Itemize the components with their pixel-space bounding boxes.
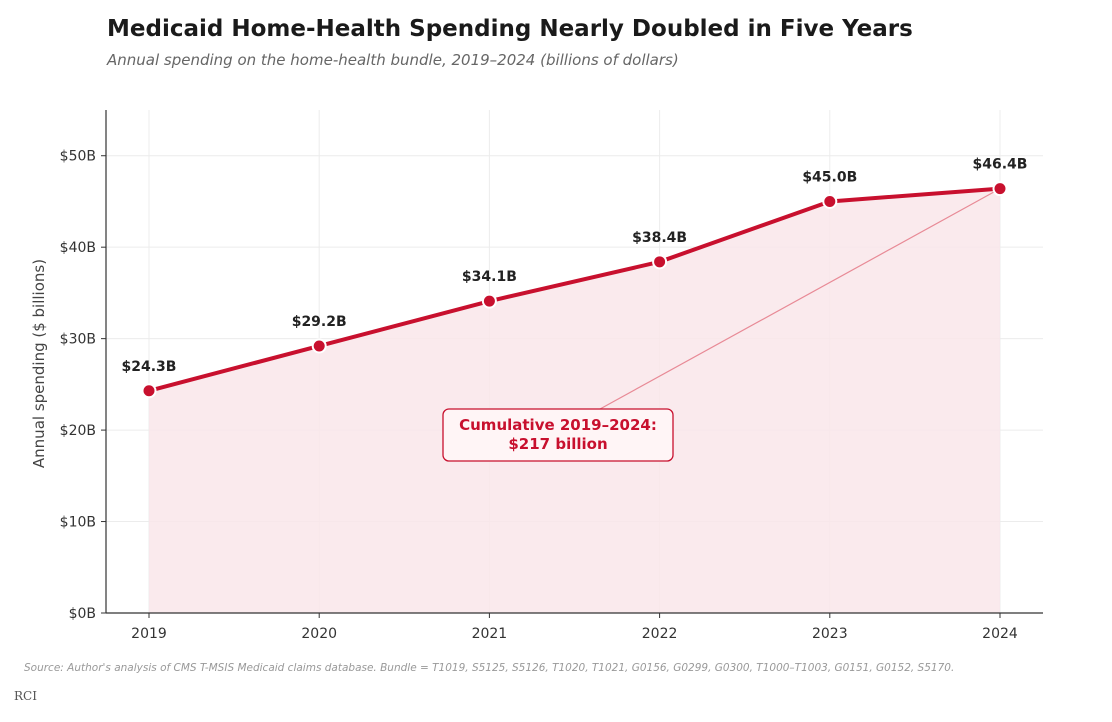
- annotation-pointer: [599, 188, 1001, 410]
- x-tick-label: 2020: [301, 626, 337, 642]
- data-label: $29.2B: [292, 314, 347, 330]
- line-chart: $0B $10B $20B $30B $40B $50B 2019 2020 2021 2022 2…: [30, 110, 1043, 642]
- x-tick-label: 2022: [642, 626, 678, 642]
- data-point: [652, 254, 668, 270]
- area-fill: [149, 188, 1000, 613]
- y-tick-label: $30B: [60, 332, 96, 348]
- y-tick-label: $10B: [60, 515, 96, 531]
- x-tick-label: 2024: [982, 626, 1018, 642]
- chart-title: Medicaid Home-Health Spending Nearly Dou…: [107, 16, 913, 42]
- source-note: Source: Author's analysis of CMS T-MSIS …: [24, 662, 955, 674]
- data-label: $46.4B: [973, 157, 1028, 173]
- x-tick-label: 2019: [131, 626, 167, 642]
- data-label: $24.3B: [122, 359, 177, 375]
- brand-mark: RCI: [14, 689, 37, 703]
- data-label: $45.0B: [802, 169, 857, 185]
- data-point: [481, 293, 497, 309]
- annotation-box: [442, 408, 674, 462]
- data-label: $38.4B: [632, 230, 687, 246]
- data-point: [822, 193, 838, 209]
- x-tick-label: 2023: [812, 626, 848, 642]
- data-point: [992, 181, 1008, 197]
- series-line: [147, 186, 1002, 393]
- annotation-line-2: $217 billion: [508, 435, 607, 453]
- y-tick-label: $20B: [60, 423, 96, 439]
- y-axis-label: Annual spending ($ billions): [30, 259, 48, 468]
- data-point: [311, 338, 327, 354]
- y-tick-label: $50B: [60, 149, 96, 165]
- data-label: $34.1B: [462, 269, 517, 285]
- x-tick-label: 2021: [472, 626, 508, 642]
- annotation-line-1: Cumulative 2019–2024:: [459, 416, 657, 434]
- chart-subtitle: Annual spending on the home-health bundl…: [107, 51, 679, 69]
- data-point: [141, 383, 157, 399]
- y-tick-label: $0B: [69, 606, 96, 622]
- y-tick-label: $40B: [60, 240, 96, 256]
